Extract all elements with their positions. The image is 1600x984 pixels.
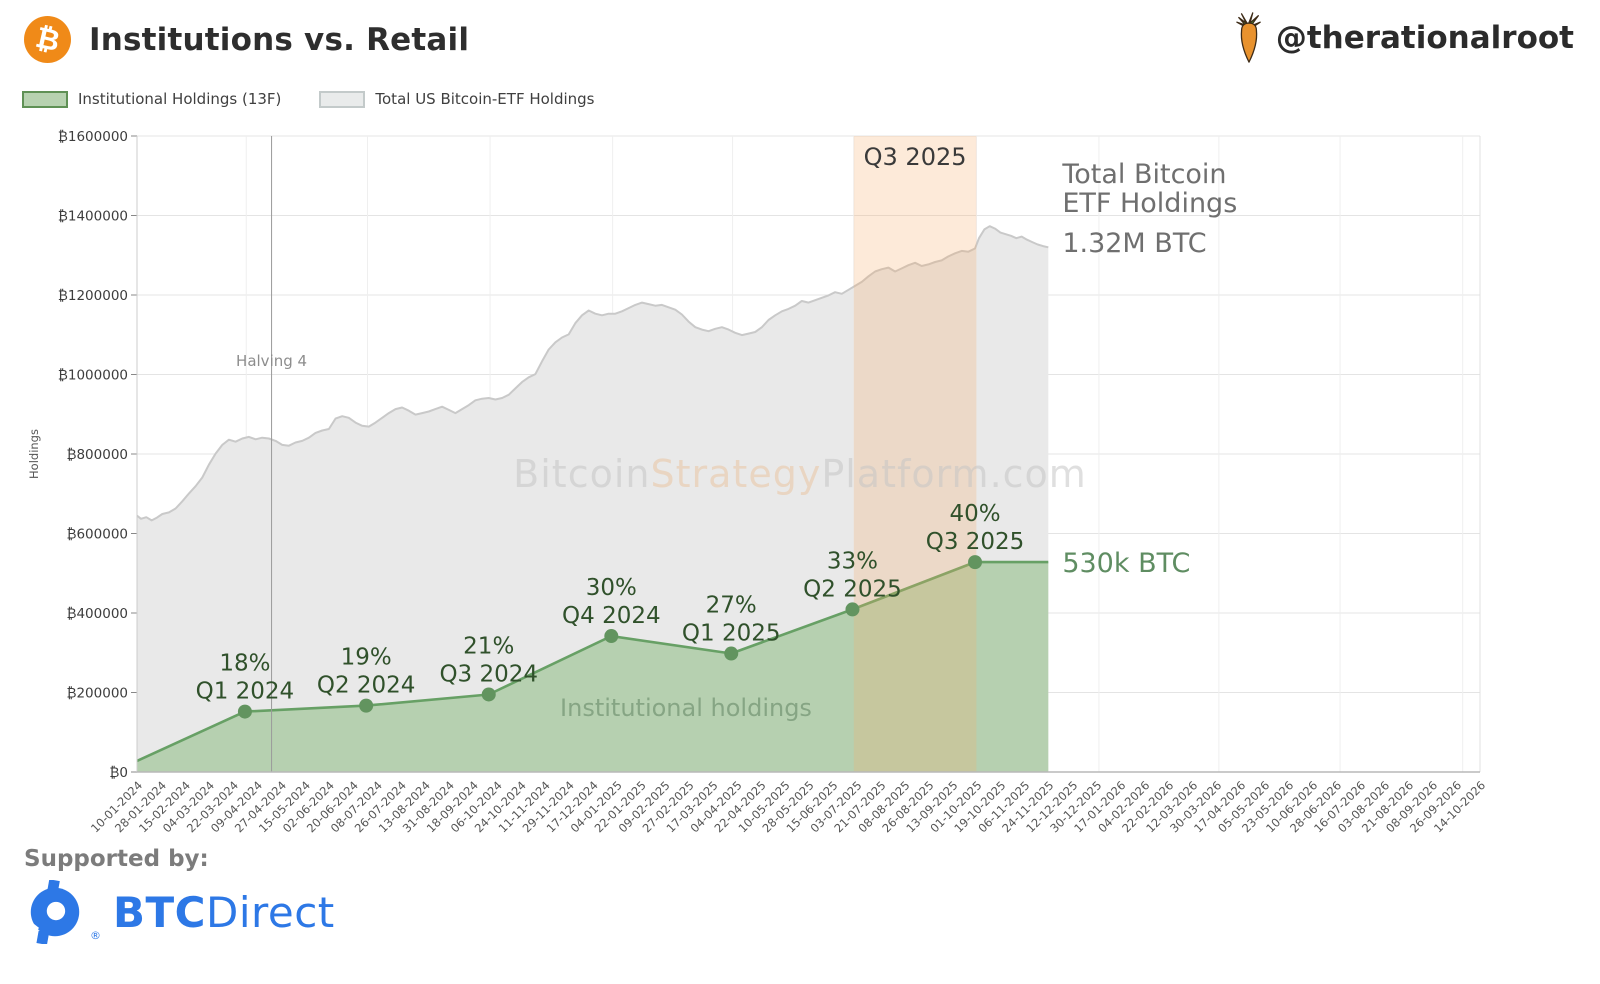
- data-point-dot: [359, 698, 374, 713]
- annotation-quarter: Q1 2024: [196, 679, 295, 705]
- x-tick-labels: 10-01-202428-01-202415-02-202404-03-2024…: [88, 778, 1488, 835]
- registered-mark: ®: [90, 929, 101, 942]
- data-point-dot: [237, 704, 252, 719]
- annotation-percentage: 33%: [827, 548, 878, 574]
- data-point-dot: [481, 687, 496, 702]
- author-handle: @therationalroot: [1230, 12, 1574, 64]
- etf-total-label: ETF Holdings: [1062, 188, 1237, 219]
- annotation-q1-2024: 18%Q1 2024: [196, 651, 295, 719]
- annotation-q3-2025: 40%Q3 2025: [926, 501, 1025, 570]
- carrot-icon: [1236, 12, 1261, 63]
- annotation-percentage: 19%: [341, 645, 392, 671]
- y-tick-label: ₿600000: [66, 527, 128, 543]
- legend-label-institutional: Institutional Holdings (13F): [78, 90, 282, 108]
- header: ₿ Institutions vs. Retail: [24, 16, 469, 63]
- data-point-dot: [724, 646, 739, 661]
- series-line: [136, 225, 1049, 522]
- legend-swatch-institutional: [22, 90, 68, 108]
- legend-swatch-etf: [319, 90, 366, 108]
- annotation-percentage: 18%: [219, 651, 270, 677]
- page-title: Institutions vs. Retail: [89, 21, 470, 58]
- wordmark-btc: BTC: [113, 887, 206, 937]
- y-tick-label: ₿0: [109, 765, 128, 781]
- annotation-percentage: 21%: [463, 633, 514, 659]
- annotation-q3-2024: 21%Q3 2024: [439, 633, 538, 702]
- halving-label: Halving 4: [236, 352, 307, 370]
- annotation-percentage: 27%: [706, 593, 757, 619]
- supported-by-text: Supported by:: [24, 846, 209, 872]
- annotation-percentage: 40%: [949, 501, 1000, 527]
- annotation-q4-2024: 30%Q4 2024: [562, 575, 661, 644]
- annotation-percentage: 30%: [586, 575, 637, 601]
- annotation-quarter: Q2 2024: [317, 673, 416, 699]
- y-tick-label: ₿400000: [66, 606, 128, 622]
- legend-item-institutional: Institutional Holdings (13F): [22, 90, 281, 108]
- wordmark-direct: Direct: [206, 887, 335, 937]
- institutional-value-label: 530k BTC: [1062, 548, 1190, 579]
- data-point-dot: [604, 629, 619, 644]
- btcdirect-brand: ® BTC Direct: [24, 880, 335, 944]
- y-axis: ₿0 ₿200000 ₿400000 ₿600000 ₿800000 ₿1000000 ₿1…: [27, 129, 137, 781]
- annotation-quarter: Q3 2024: [439, 661, 538, 687]
- btcdirect-logo-icon: [24, 880, 80, 944]
- y-axis-title: Holdings: [27, 429, 41, 479]
- annotation-quarter: Q4 2024: [562, 603, 661, 629]
- y-tick-label: ₿1400000: [58, 209, 128, 225]
- legend-item-etf: Total US Bitcoin-ETF Holdings: [319, 90, 595, 108]
- y-tick-label: ₿800000: [66, 447, 128, 463]
- btcdirect-wordmark: BTC Direct: [113, 888, 335, 937]
- annotation-q2-2025: 33%Q2 2025: [803, 548, 902, 617]
- etf-total-label: Total Bitcoin: [1061, 159, 1226, 190]
- y-tick-label: ₿1200000: [58, 288, 128, 304]
- data-point-dot: [968, 555, 983, 570]
- highlight-band-label: Q3 2025: [864, 143, 967, 171]
- annotation-q2-2024: 19%Q2 2024: [317, 645, 416, 713]
- handle-text: @therationalroot: [1275, 20, 1574, 56]
- y-tick-label: ₿1000000: [58, 368, 128, 384]
- y-tick-label: ₿1600000: [58, 129, 128, 145]
- y-tick-label: ₿200000: [66, 686, 128, 702]
- annotation-quarter: Q1 2025: [682, 621, 781, 647]
- watermark: BitcoinStrategyPlatform.com: [513, 452, 1087, 496]
- bitcoin-glyph: ₿: [32, 19, 63, 59]
- institutional-area-label: Institutional holdings: [560, 694, 812, 722]
- q3-2025-highlight-band: [853, 136, 977, 772]
- legend-label-etf: Total US Bitcoin-ETF Holdings: [375, 90, 595, 108]
- bitcoin-logo-icon: ₿: [24, 16, 71, 63]
- annotation-q1-2025: 27%Q1 2025: [682, 593, 781, 661]
- chart-legend: Institutional Holdings (13F) Total US Bi…: [22, 90, 595, 108]
- annotation-quarter: Q2 2025: [803, 576, 902, 602]
- series-area: [137, 562, 1049, 772]
- annotation-quarter: Q3 2025: [926, 529, 1025, 555]
- etf-total-value: 1.32M BTC: [1062, 228, 1206, 259]
- data-point-dot: [845, 602, 860, 617]
